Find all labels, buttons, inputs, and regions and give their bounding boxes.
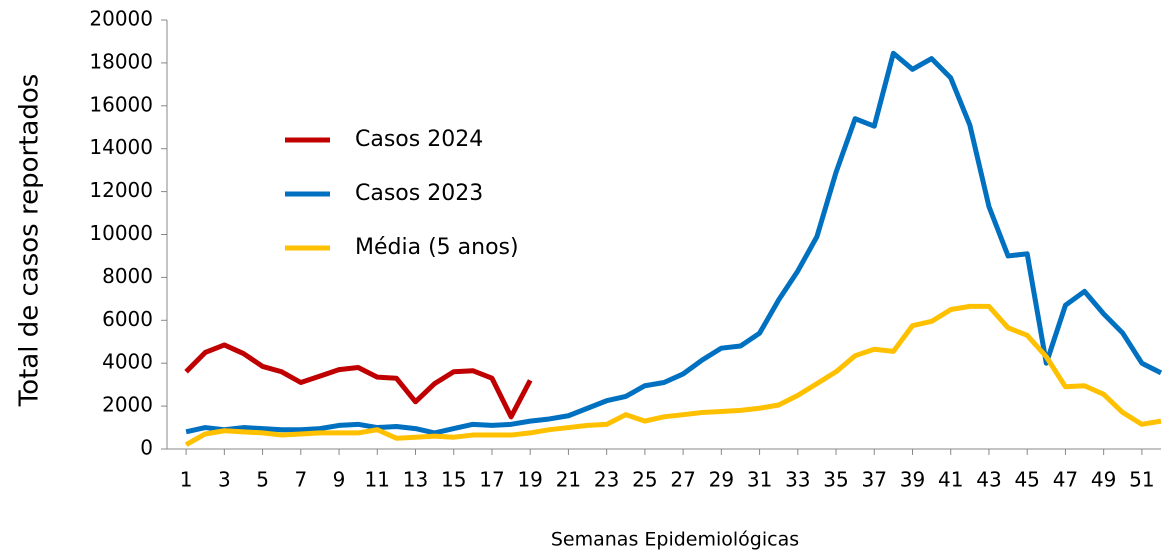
- x-axis-label: Semanas Epidemiológicas: [551, 529, 799, 551]
- x-tick-label: 25: [632, 468, 657, 492]
- y-tick-label: 8000: [102, 264, 153, 288]
- y-tick-label: 18000: [89, 49, 153, 73]
- x-tick-label: 9: [333, 468, 346, 492]
- x-tick-label: 37: [862, 468, 887, 492]
- x-tick-label: 15: [441, 468, 466, 492]
- x-tick-label: 1: [180, 468, 193, 492]
- series-line: [184, 342, 533, 420]
- x-tick-label: 21: [556, 468, 581, 492]
- series-line: [184, 303, 1162, 447]
- x-tick-label: 31: [747, 468, 772, 492]
- legend-label: Casos 2023: [355, 181, 483, 206]
- x-tick-label: 27: [670, 468, 695, 492]
- x-tick-label: 49: [1091, 468, 1116, 492]
- y-tick-label: 4000: [102, 350, 153, 374]
- x-tick-label: 5: [256, 468, 269, 492]
- legend-label: Casos 2024: [355, 127, 483, 152]
- x-tick-label: 47: [1053, 468, 1078, 492]
- x-tick-label: 19: [517, 468, 542, 492]
- x-tick-label: 7: [294, 468, 307, 492]
- y-tick-label: 6000: [102, 307, 153, 331]
- x-tick-label: 17: [479, 468, 504, 492]
- y-tick-label: 12000: [89, 178, 153, 202]
- x-tick-label: 29: [709, 468, 734, 492]
- series-line: [185, 50, 1163, 436]
- x-tick-label: 23: [594, 468, 619, 492]
- x-tick-label: 51: [1129, 468, 1154, 492]
- x-tick-label: 39: [900, 468, 925, 492]
- y-axis-label: Total de casos reportados: [15, 74, 45, 408]
- x-tick-label: 41: [938, 468, 963, 492]
- y-tick-label: 10000: [89, 221, 153, 245]
- y-tick-label: 14000: [89, 135, 153, 159]
- x-tick-label: 11: [365, 468, 390, 492]
- y-tick-label: 20000: [89, 7, 153, 31]
- x-tick-label: 45: [1014, 468, 1039, 492]
- x-tick-label: 43: [976, 468, 1001, 492]
- y-tick-label: 16000: [89, 92, 153, 116]
- x-tick-label: 3: [218, 468, 231, 492]
- y-tick-label: 2000: [102, 393, 153, 417]
- x-tick-label: 13: [403, 468, 428, 492]
- x-tick-label: 35: [823, 468, 848, 492]
- legend-label: Média (5 anos): [355, 235, 519, 260]
- y-tick-label: 0: [140, 436, 153, 460]
- x-tick-label: 33: [785, 468, 810, 492]
